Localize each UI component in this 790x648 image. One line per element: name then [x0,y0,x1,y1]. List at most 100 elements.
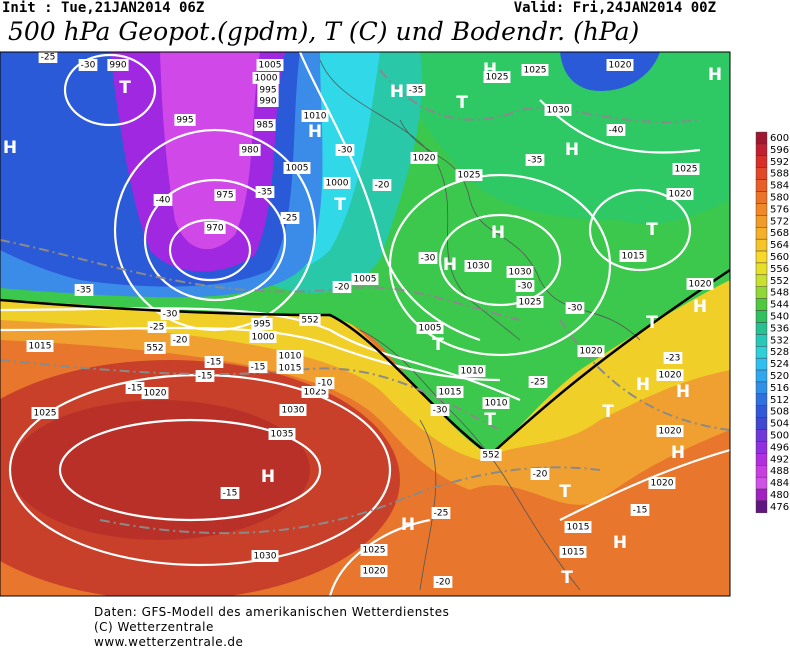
colorbar-label: 584 [770,181,789,192]
high-pressure-marker: H [708,65,722,85]
label-box [170,334,190,346]
isoline-label: 1015 [562,548,585,558]
colorbar-label: 564 [770,240,789,251]
isoline-label: -30 [433,406,448,416]
colorbar-label: 516 [770,383,789,394]
colorbar-label: 528 [770,347,789,358]
colorbar-swatch [755,203,768,216]
isoline-label: 985 [256,121,273,131]
label-box [38,52,58,63]
label-box [315,377,335,389]
colorbar-swatch [755,215,768,228]
isoline-label: -35 [77,286,92,296]
label-box [280,212,300,224]
label-box [418,252,438,264]
isoline-label: 990 [259,97,276,107]
label-box [144,342,166,354]
colorbar-label: 536 [770,323,789,334]
low-pressure-marker: T [602,402,614,422]
label-box [656,369,684,381]
colorbar-swatch [755,238,768,252]
high-pressure-marker: H [613,533,627,553]
label-box [455,169,483,181]
label-box [663,352,683,364]
label-box [565,302,585,314]
colorbar-label: 484 [770,478,789,489]
label-box [251,550,279,562]
colorbar-label: 540 [770,312,789,323]
footer-source: Daten: GFS-Modell des amerikanischen Wet… [94,605,449,619]
high-pressure-marker: H [390,82,404,102]
label-box [252,72,280,84]
label-box [528,376,548,388]
isoline-label: -25 [434,509,449,519]
label-box [564,521,592,533]
isoline-label: -25 [150,323,165,333]
label-box [257,95,279,107]
isoline-label: 1025 [519,298,542,308]
colorbar-label: 520 [770,371,789,382]
label-box [559,546,587,558]
isoline-label: 1030 [467,262,490,272]
colorbar-swatch [755,250,768,264]
isoline-label: 1025 [486,73,509,83]
low-pressure-marker: T [432,335,444,355]
isoline-label: -30 [421,254,436,264]
label-box [686,278,714,290]
label-box [283,162,311,174]
colorbar-swatch [755,441,768,454]
colorbar-label: 508 [770,407,789,418]
low-pressure-marker: T [119,78,131,98]
high-pressure-marker: H [401,515,415,535]
colorbar-label: 496 [770,442,789,453]
isoline-label: -30 [338,146,353,156]
isoline-label: -40 [156,196,171,206]
isoline-label: -25 [531,378,546,388]
label-box [406,84,426,96]
colorbar-swatch [755,310,768,323]
colorbar-swatch [755,334,768,347]
isoline-label: 1005 [419,324,442,334]
colorbar-label: 544 [770,300,789,311]
label-box [141,387,169,399]
label-box [195,370,215,382]
isoline-label: 995 [176,116,193,126]
high-pressure-marker: H [3,138,17,158]
colorbar-label: 492 [770,454,789,465]
label-box [160,308,180,320]
low-pressure-marker: T [646,220,658,240]
isoline-label: 1005 [286,164,309,174]
isoline-label: 1025 [34,409,57,419]
colorbar-label: 524 [770,359,789,370]
low-pressure-marker: T [484,410,496,430]
isoline-label: 1020 [659,427,682,437]
label-box [251,318,273,330]
label-box [249,331,277,343]
label-box [248,361,268,373]
label-box [525,154,545,166]
label-box [619,250,647,262]
colorbar-swatch [755,167,768,180]
isoline-label: 1020 [609,61,632,71]
isoline-label: 975 [216,191,233,201]
colorbar-swatch [755,476,768,490]
isoline-label: -15 [223,489,238,499]
colorbar-label: 504 [770,419,789,430]
isoline-label: 1025 [675,165,698,175]
isoline-label: 1030 [282,406,305,416]
isoline-label: -35 [409,86,424,96]
isoline-label: 552 [482,451,499,461]
label-box [214,189,236,201]
isoline-label: 1010 [304,112,327,122]
label-box [351,273,379,285]
label-box [299,314,321,326]
colorbar-label: 592 [770,157,789,168]
init-time: Init : Tue,21JAN2014 06Z [2,0,204,16]
label-box [530,468,550,480]
high-pressure-marker: H [565,140,579,160]
isoline-label: 552 [301,316,318,326]
label-box [480,449,502,461]
isoline-label: 1015 [279,364,302,374]
colorbar-swatch [755,262,768,276]
